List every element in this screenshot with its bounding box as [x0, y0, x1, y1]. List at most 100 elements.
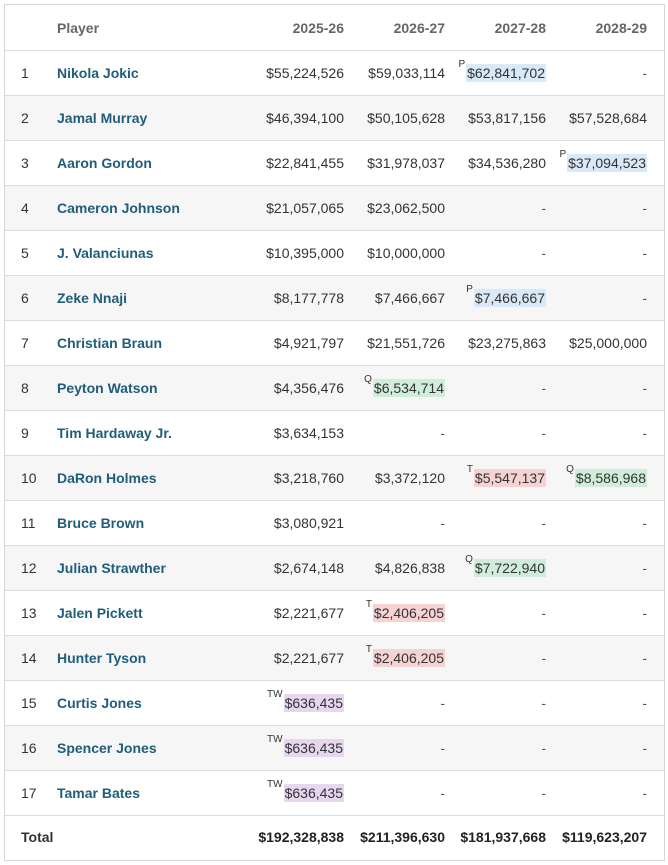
player-link[interactable]: Bruce Brown: [57, 515, 145, 531]
player-cell: Christian Braun: [57, 321, 247, 365]
salary-value: $8,586,968: [574, 469, 647, 487]
player-link[interactable]: Spencer Jones: [57, 740, 157, 756]
salary-value: $21,057,065: [266, 200, 344, 216]
salary-cell-season-2: $21,551,726: [335, 321, 445, 365]
player-link[interactable]: J. Valanciunas: [57, 245, 154, 261]
salary-cell-season-3: -: [436, 501, 546, 545]
player-link[interactable]: Curtis Jones: [57, 695, 142, 711]
salary-cell-season-4: -: [537, 771, 647, 815]
player-link[interactable]: Aaron Gordon: [57, 155, 152, 171]
player-cell: Jalen Pickett: [57, 591, 247, 635]
salary-cell-season-1: $3,634,153: [224, 411, 344, 455]
empty-dash: -: [440, 695, 445, 711]
player-cell: J. Valanciunas: [57, 231, 247, 275]
salary-cell-season-1: $4,356,476: [224, 366, 344, 410]
option-salary: TW $636,435: [267, 734, 344, 757]
player-link[interactable]: Zeke Nnaji: [57, 290, 128, 306]
salary-cell-season-1: TW $636,435: [224, 771, 344, 815]
salary-cell-season-1: $2,221,677: [224, 591, 344, 635]
row-rank: 7: [21, 335, 29, 351]
player-link[interactable]: Peyton Watson: [57, 380, 158, 396]
salary-cell-season-2: $23,062,500: [335, 186, 445, 230]
option-tag: T: [466, 464, 473, 475]
player-cell: Hunter Tyson: [57, 636, 247, 680]
row-rank: 6: [21, 290, 29, 306]
player-link[interactable]: Julian Strawther: [57, 560, 166, 576]
player-link[interactable]: Hunter Tyson: [57, 650, 147, 666]
header-season-1[interactable]: 2025-26: [292, 19, 344, 36]
salary-cell-season-2: $10,000,000: [335, 231, 445, 275]
player-link[interactable]: Tamar Bates: [57, 785, 141, 801]
salary-cell-season-2: -: [335, 411, 445, 455]
empty-dash: -: [642, 245, 647, 261]
salary-cell-season-4: -: [537, 681, 647, 725]
header-season-4[interactable]: 2028-29: [595, 19, 647, 36]
totals-label: Total: [21, 829, 54, 845]
option-tag: TW: [267, 734, 283, 745]
salary-value: $7,466,667: [473, 289, 546, 307]
player-cell: Bruce Brown: [57, 501, 247, 545]
player-link[interactable]: DaRon Holmes: [57, 470, 157, 486]
row-rank: 12: [21, 560, 37, 576]
salary-cell-season-2: $4,826,838: [335, 546, 445, 590]
salary-cell-season-3: $34,536,280: [436, 141, 546, 185]
header-season-3[interactable]: 2027-28: [494, 19, 546, 36]
player-link[interactable]: Cameron Johnson: [57, 200, 180, 216]
table-row: 17 Tamar Bates TW $636,435 - - -: [5, 771, 664, 816]
salary-cell-season-2: $7,466,667: [335, 276, 445, 320]
player-link[interactable]: Jamal Murray: [57, 110, 148, 126]
row-rank: 5: [21, 245, 29, 261]
salary-value: $25,000,000: [569, 335, 647, 351]
player-link[interactable]: Christian Braun: [57, 335, 163, 351]
row-rank: 8: [21, 380, 29, 396]
empty-dash: -: [642, 785, 647, 801]
salary-cell-season-2: T $2,406,205: [335, 636, 445, 680]
salary-value: $4,826,838: [374, 560, 445, 576]
salary-value: $3,372,120: [374, 470, 445, 486]
row-rank: 3: [21, 155, 29, 171]
table-row: 16 Spencer Jones TW $636,435 - - -: [5, 726, 664, 771]
player-link[interactable]: Jalen Pickett: [57, 605, 143, 621]
header-player[interactable]: Player: [57, 19, 100, 36]
salary-cell-season-3: P $62,841,702: [436, 51, 546, 95]
empty-dash: -: [642, 650, 647, 666]
salary-value: $2,406,205: [372, 649, 445, 667]
salary-cell-season-4: -: [537, 726, 647, 770]
salary-value: $37,094,523: [567, 154, 647, 172]
salary-cell-season-1: $2,221,677: [224, 636, 344, 680]
salary-cell-season-1: $22,841,455: [224, 141, 344, 185]
row-rank: 1: [21, 65, 29, 81]
salary-cell-season-3: $23,275,863: [436, 321, 546, 365]
salary-cell-season-3: -: [436, 366, 546, 410]
salary-value: $23,062,500: [367, 200, 445, 216]
salary-cell-season-1: TW $636,435: [224, 726, 344, 770]
player-cell: DaRon Holmes: [57, 456, 247, 500]
salary-cell-season-2: -: [335, 501, 445, 545]
empty-dash: -: [541, 425, 546, 441]
player-cell: Spencer Jones: [57, 726, 247, 770]
table-header: Player 2025-26 2026-27 2027-28 2028-29: [5, 5, 664, 51]
player-link[interactable]: Tim Hardaway Jr.: [57, 425, 172, 441]
option-salary: P $62,841,702: [458, 59, 546, 82]
table-row: 2 Jamal Murray $46,394,100 $50,105,628 $53,8…: [5, 96, 664, 141]
empty-dash: -: [642, 290, 647, 306]
salary-value: $10,395,000: [266, 245, 344, 261]
salary-value: $31,978,037: [367, 155, 445, 171]
empty-dash: -: [541, 605, 546, 621]
salary-cell-season-4: $57,528,684: [537, 96, 647, 140]
option-tag: P: [559, 149, 567, 160]
table-row: 6 Zeke Nnaji $8,177,778 $7,466,667 P $7,466,6…: [5, 276, 664, 321]
salary-cell-season-4: -: [537, 591, 647, 635]
salary-value: $5,547,137: [473, 469, 546, 487]
salary-cell-season-1: TW $636,435: [224, 681, 344, 725]
option-salary: T $2,406,205: [366, 644, 445, 667]
salary-cell-season-3: -: [436, 636, 546, 680]
header-season-2[interactable]: 2026-27: [393, 19, 445, 36]
salary-value: $4,921,797: [273, 335, 344, 351]
salary-value: $2,406,205: [372, 604, 445, 622]
row-rank: 11: [21, 515, 36, 531]
player-link[interactable]: Nikola Jokic: [57, 65, 139, 81]
option-tag: P: [458, 59, 466, 70]
table-row: 4 Cameron Johnson $21,057,065 $23,062,500 - -: [5, 186, 664, 231]
player-cell: Nikola Jokic: [57, 51, 247, 95]
